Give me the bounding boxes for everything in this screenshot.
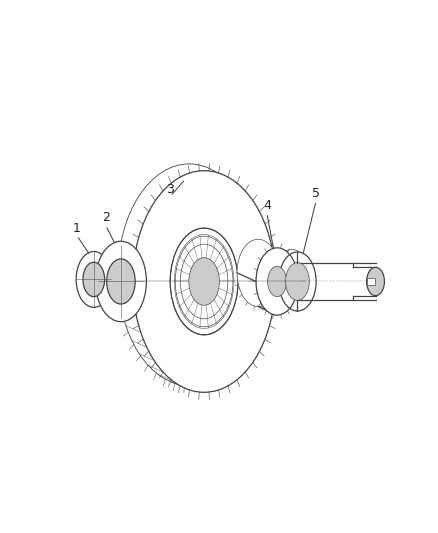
Ellipse shape [268, 266, 286, 297]
Ellipse shape [286, 263, 309, 301]
FancyBboxPatch shape [367, 278, 375, 285]
Text: 5: 5 [312, 187, 320, 200]
Ellipse shape [256, 248, 298, 315]
Ellipse shape [95, 241, 146, 322]
Text: 3: 3 [166, 183, 174, 196]
Ellipse shape [279, 252, 316, 311]
Text: 1: 1 [73, 222, 81, 235]
Text: 4: 4 [263, 199, 271, 212]
Ellipse shape [83, 262, 105, 297]
Ellipse shape [367, 268, 385, 296]
Text: 2: 2 [102, 212, 110, 224]
Ellipse shape [237, 239, 279, 306]
Ellipse shape [170, 228, 238, 335]
Polygon shape [297, 263, 375, 301]
Ellipse shape [107, 259, 135, 304]
Ellipse shape [76, 252, 111, 308]
Ellipse shape [189, 257, 219, 305]
Ellipse shape [118, 164, 261, 385]
Ellipse shape [133, 171, 276, 392]
Ellipse shape [273, 249, 311, 309]
